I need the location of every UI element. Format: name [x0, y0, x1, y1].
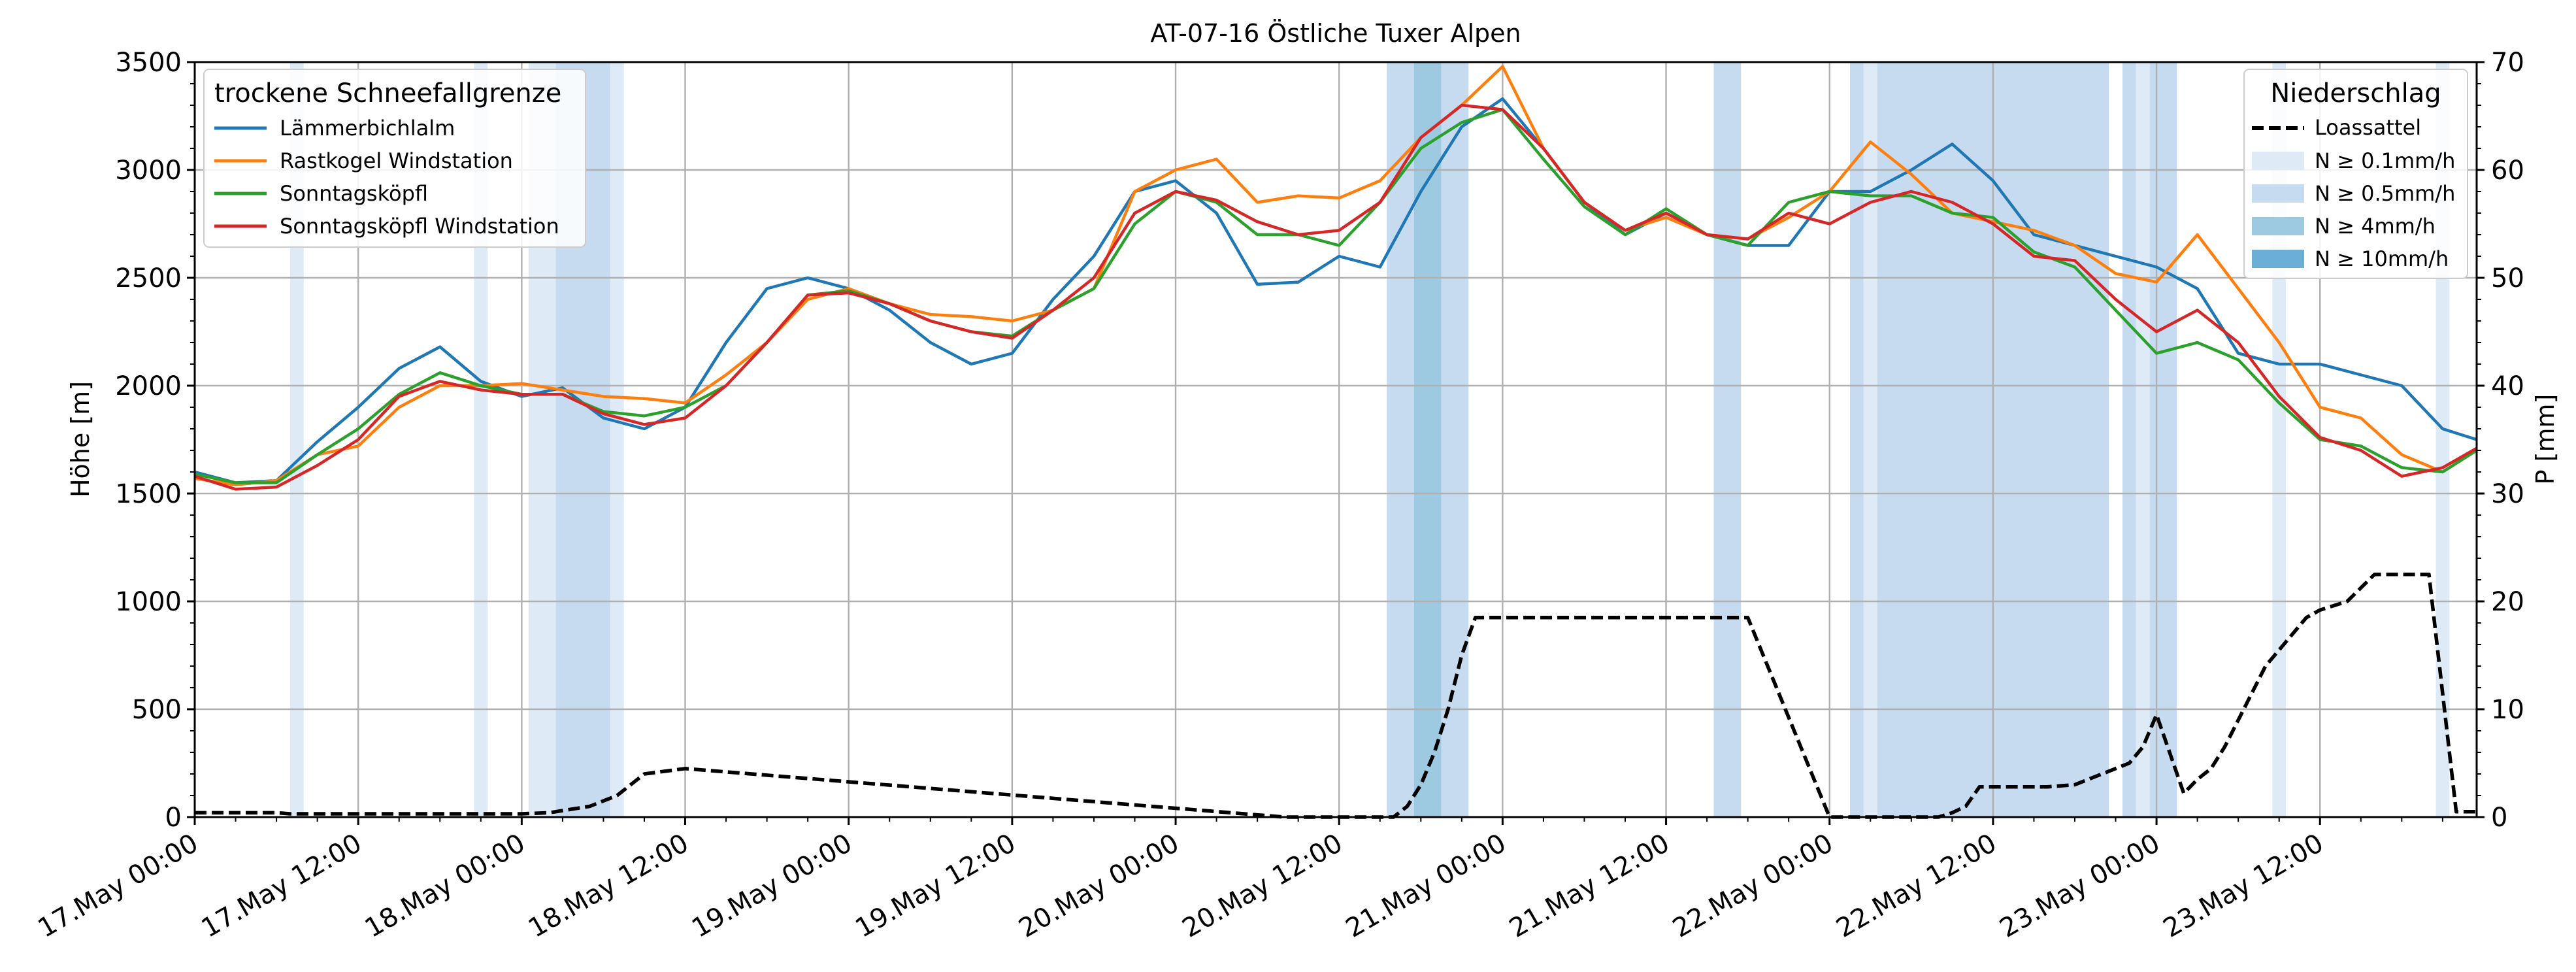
y-tick-label: 2500 [115, 263, 182, 293]
x-tick-label: 19.May 12:00 [850, 828, 1021, 944]
precip-band [2136, 62, 2150, 817]
precip-line [195, 573, 2477, 819]
y-tick-label: 3500 [115, 48, 182, 78]
legend-band-swatch [2252, 250, 2304, 268]
x-tick-label: 23.May 12:00 [2158, 828, 2329, 944]
legend-band-swatch [2252, 217, 2304, 235]
x-tick-label: 21.May 12:00 [1504, 828, 1675, 944]
y-tick-label: 2000 [115, 371, 182, 401]
legend-band-swatch [2252, 152, 2304, 170]
legend-line-label: Loassattel [2315, 115, 2421, 140]
legend-left: trockene Schneefallgrenze Lämmerbichlalm… [203, 69, 586, 248]
precip-band [474, 62, 488, 817]
precip-band [1850, 62, 1864, 817]
x-tick-label: 20.May 12:00 [1178, 828, 1348, 944]
y-right-tick-label: 0 [2491, 803, 2507, 833]
legend-right-bands: N ≥ 0.1mm/h N ≥ 0.5mm/h N ≥ 4mm/h N ≥ 10mm/… [2252, 148, 2455, 271]
y-right-tick-label: 50 [2491, 263, 2524, 293]
y-right-tick-label: 30 [2491, 479, 2524, 509]
y-right-tick-label: 10 [2491, 695, 2524, 725]
y-axis-right-label: P [mm] [2531, 394, 2560, 485]
legend-label: Sonntagsköpfl Windstation [280, 214, 559, 239]
x-tick-label: 21.May 00:00 [1341, 828, 1511, 944]
x-tick-label: 18.May 12:00 [523, 828, 694, 944]
x-tick-label: 23.May 00:00 [1995, 828, 2166, 944]
x-tick-label: 19.May 00:00 [687, 828, 857, 944]
precip-band [289, 62, 304, 817]
y-right-tick-label: 40 [2491, 371, 2524, 401]
precip-band [610, 62, 624, 817]
y-right-tick-label: 60 [2491, 156, 2524, 186]
y-tick-label: 500 [132, 695, 182, 725]
x-tick-label: 17.May 12:00 [197, 828, 367, 944]
legend-label: Lämmerbichlalm [280, 116, 455, 141]
y-tick-label: 1500 [115, 479, 182, 509]
x-tick-label: 22.May 12:00 [1831, 828, 2002, 944]
series-lines [194, 65, 2478, 491]
legend-left-title: trockene Schneefallgrenze [214, 78, 561, 109]
legend-band-label: N ≥ 10mm/h [2315, 246, 2449, 271]
legend-band-label: N ≥ 4mm/h [2315, 214, 2436, 239]
y-right-tick-label: 20 [2491, 587, 2524, 617]
legend-left-box [203, 69, 586, 248]
x-tick-label: 20.May 00:00 [1014, 828, 1184, 944]
y-tick-label: 1000 [115, 587, 182, 617]
y-right-tick-label: 70 [2491, 48, 2524, 78]
x-tick-label: 18.May 00:00 [360, 828, 531, 944]
y-tick-label: 0 [165, 803, 182, 833]
precip-band [2122, 62, 2136, 817]
precip-line-loassattel [195, 573, 2477, 819]
legend-band-label: N ≥ 0.5mm/h [2315, 181, 2455, 206]
legend-left-items: Lämmerbichlalm Rastkogel Windstation Sonnt… [214, 116, 559, 239]
legend-band-swatch [2252, 184, 2304, 203]
precip-bands [289, 62, 2450, 817]
precip-band [1413, 62, 1442, 817]
legend-band-label: N ≥ 0.1mm/h [2315, 148, 2455, 173]
precip-band [1441, 62, 1469, 817]
y-tick-label: 3000 [115, 156, 182, 186]
precip-band [2149, 62, 2177, 817]
legend-right: Niederschlag Loassattel N ≥ 0.1mm/hN ≥ 0… [2243, 69, 2468, 279]
plot-frame [193, 61, 2478, 818]
x-tick-label: 22.May 00:00 [1668, 828, 1838, 944]
series-line [194, 97, 2477, 484]
legend-label: Rastkogel Windstation [280, 148, 513, 173]
legend-label: Sonntagsköpfl [280, 181, 428, 206]
chart-title: AT-07-16 Östliche Tuxer Alpen [1150, 19, 1521, 48]
precip-band [1863, 62, 1877, 817]
series-line [194, 65, 2478, 487]
y-axis-label: Höhe [m] [66, 381, 95, 497]
legend-right-title: Niederschlag [2270, 78, 2441, 109]
precip-band [1713, 62, 1742, 817]
x-tick-label: 17.May 00:00 [33, 828, 203, 944]
series-line [194, 103, 2478, 491]
